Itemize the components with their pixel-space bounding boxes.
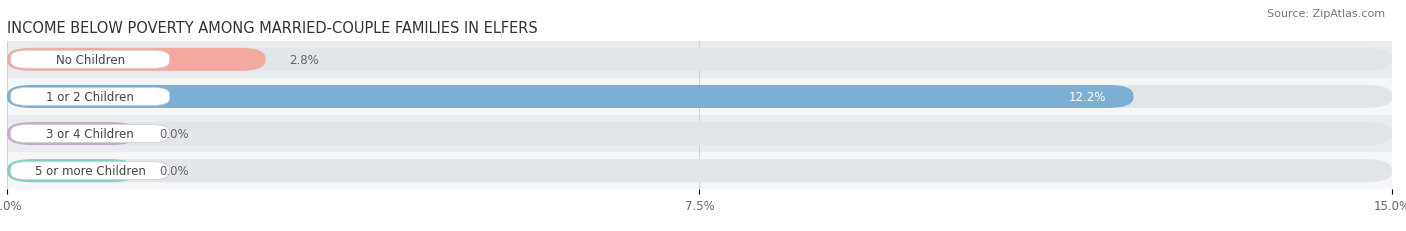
Text: 12.2%: 12.2%	[1069, 91, 1105, 103]
FancyBboxPatch shape	[7, 159, 136, 182]
FancyBboxPatch shape	[7, 49, 266, 72]
Text: 0.0%: 0.0%	[159, 164, 188, 177]
Text: 0.0%: 0.0%	[159, 128, 188, 140]
FancyBboxPatch shape	[7, 85, 1133, 109]
Text: No Children: No Children	[56, 54, 125, 67]
Text: 5 or more Children: 5 or more Children	[35, 164, 146, 177]
Text: 3 or 4 Children: 3 or 4 Children	[46, 128, 134, 140]
FancyBboxPatch shape	[7, 122, 1392, 146]
FancyBboxPatch shape	[11, 51, 170, 69]
FancyBboxPatch shape	[7, 42, 1392, 79]
Text: 1 or 2 Children: 1 or 2 Children	[46, 91, 134, 103]
FancyBboxPatch shape	[7, 159, 1392, 182]
FancyBboxPatch shape	[7, 116, 1392, 152]
FancyBboxPatch shape	[7, 79, 1392, 116]
FancyBboxPatch shape	[7, 85, 1392, 109]
Text: INCOME BELOW POVERTY AMONG MARRIED-COUPLE FAMILIES IN ELFERS: INCOME BELOW POVERTY AMONG MARRIED-COUPL…	[7, 21, 537, 36]
FancyBboxPatch shape	[11, 162, 170, 180]
FancyBboxPatch shape	[7, 49, 1392, 72]
FancyBboxPatch shape	[11, 88, 170, 106]
Text: 2.8%: 2.8%	[288, 54, 318, 67]
FancyBboxPatch shape	[11, 125, 170, 143]
FancyBboxPatch shape	[7, 122, 136, 146]
Text: Source: ZipAtlas.com: Source: ZipAtlas.com	[1267, 9, 1385, 19]
FancyBboxPatch shape	[7, 152, 1392, 189]
